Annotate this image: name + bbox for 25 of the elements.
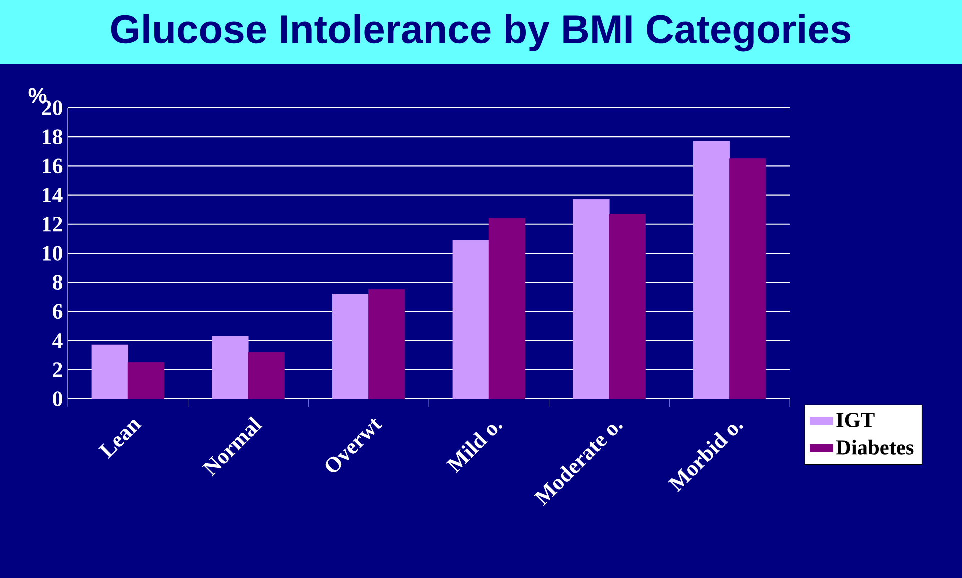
bar <box>488 218 526 400</box>
bar <box>248 352 285 400</box>
bar <box>92 344 128 400</box>
y-tick-label: 8 <box>53 275 63 290</box>
legend-label: Diabetes <box>836 440 914 455</box>
y-tick-label: 12 <box>43 217 62 232</box>
y-tick-label: 16 <box>43 158 63 174</box>
bar <box>573 199 610 400</box>
bar <box>452 240 490 400</box>
bar <box>128 362 165 400</box>
y-tick-label: 14 <box>43 188 63 203</box>
bar <box>730 158 766 400</box>
y-tick-label: 0 <box>53 392 62 406</box>
y-tick-label: 6 <box>53 304 63 320</box>
bar <box>212 336 249 400</box>
bar <box>368 290 406 400</box>
y-tick-label: 2 <box>53 362 62 378</box>
y-tick-label: 10 <box>43 246 62 261</box>
y-tick-label: 4 <box>52 334 63 348</box>
legend-label: IGT <box>836 413 875 428</box>
bar <box>609 214 646 400</box>
y-tick-label: 18 <box>43 130 63 145</box>
bar <box>693 141 730 400</box>
chart-title: Glucose Intolerance by BMI Categories <box>111 14 851 52</box>
bar <box>332 294 370 400</box>
